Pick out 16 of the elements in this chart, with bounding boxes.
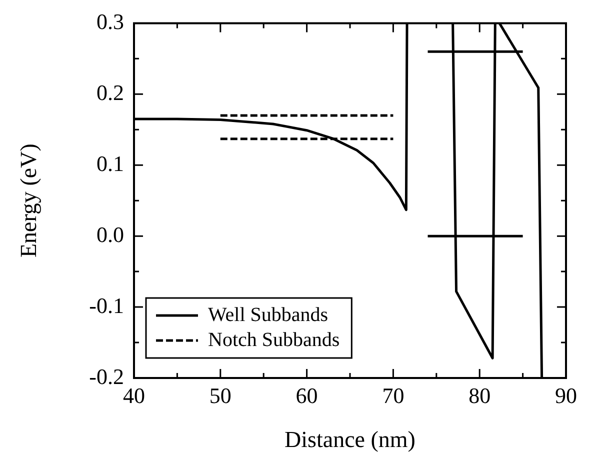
x-tick-label: 60	[296, 382, 318, 408]
x-axis-title: Distance (nm)	[284, 427, 416, 452]
y-tick-label: 0.2	[96, 80, 124, 105]
y-tick-label: 0.1	[96, 150, 124, 176]
y-tick-label: 0.3	[96, 8, 124, 34]
y-tick-label: -0.1	[89, 292, 124, 318]
legend-label: Notch Subbands	[208, 328, 340, 351]
y-axis-title: Energy (eV)	[16, 144, 41, 258]
x-tick-label: 50	[209, 382, 232, 408]
x-tick-label: 40	[123, 382, 145, 408]
y-tick-label: -0.2	[89, 364, 124, 389]
y-tick-label: 0.0	[96, 222, 124, 247]
x-tick-label: 80	[468, 382, 491, 408]
legend-label: Well Subbands	[208, 304, 328, 326]
x-tick-label: 70	[382, 382, 404, 408]
x-tick-label: 90	[555, 382, 577, 408]
